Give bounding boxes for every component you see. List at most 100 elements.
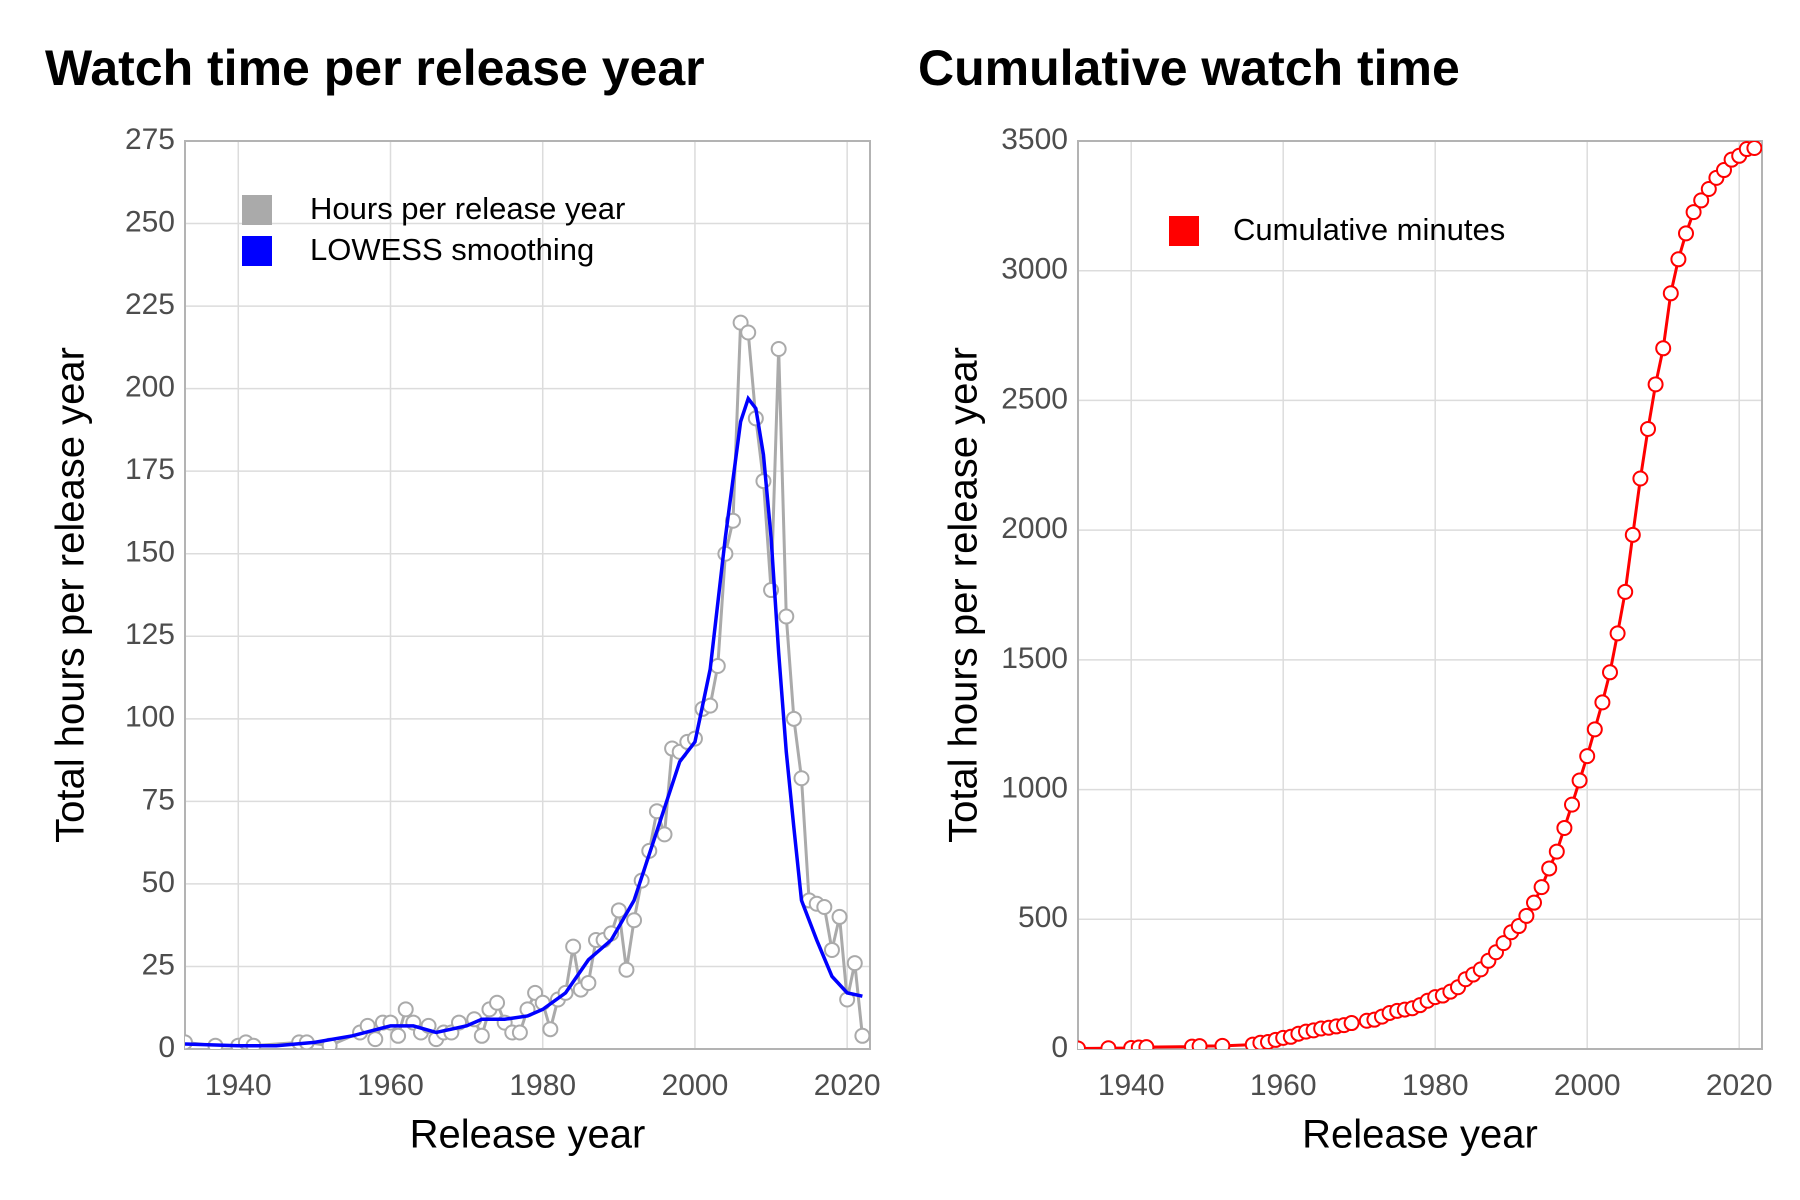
data-point xyxy=(770,341,787,358)
x-axis-label: Release year xyxy=(1302,1113,1538,1157)
legend-label: Cumulative minutes xyxy=(1233,212,1505,247)
legend-swatch xyxy=(242,195,272,225)
data-point xyxy=(755,473,772,490)
y-tick-label: 3000 xyxy=(1001,253,1068,286)
x-tick-label: 1960 xyxy=(1250,1069,1317,1102)
data-point xyxy=(1655,340,1672,357)
y-tick-label: 275 xyxy=(125,123,175,156)
data-point xyxy=(1602,664,1618,681)
y-tick-label: 75 xyxy=(142,783,175,816)
data-point xyxy=(390,1027,407,1044)
data-point xyxy=(1647,376,1664,393)
data-point xyxy=(709,657,726,674)
data-point xyxy=(1191,1038,1208,1049)
data-point xyxy=(740,324,757,341)
data-point xyxy=(626,912,643,929)
data-point xyxy=(511,1024,528,1041)
data-point xyxy=(367,1031,384,1048)
y-axis-label: Total hours per release year xyxy=(49,347,93,843)
y-tick-label: 125 xyxy=(125,618,175,651)
legend-swatch xyxy=(1169,216,1199,246)
x-tick-label: 2000 xyxy=(662,1069,729,1102)
data-point xyxy=(1571,772,1588,789)
data-point xyxy=(1526,894,1542,911)
data-point xyxy=(1716,162,1732,179)
data-point xyxy=(1541,860,1558,877)
y-tick-label: 100 xyxy=(125,701,175,734)
x-tick-label: 1960 xyxy=(357,1069,424,1102)
data-point xyxy=(793,770,810,787)
data-point xyxy=(1609,625,1626,642)
plot-layer xyxy=(185,314,870,1049)
data-point xyxy=(785,710,802,727)
x-axis-label: Release year xyxy=(410,1113,646,1157)
data-point xyxy=(1564,796,1580,813)
data-point xyxy=(1214,1037,1231,1049)
x-tick-label: 2000 xyxy=(1554,1069,1621,1102)
y-tick-label: 2500 xyxy=(1001,382,1068,415)
data-point xyxy=(1078,1040,1086,1049)
series-line xyxy=(185,394,863,1048)
data-point xyxy=(565,938,582,955)
legend-swatch xyxy=(242,236,272,266)
data-point xyxy=(618,961,635,978)
legend-label: Hours per release year xyxy=(310,191,625,226)
data-point xyxy=(1594,694,1611,711)
data-point xyxy=(1624,526,1641,543)
data-point xyxy=(1518,907,1535,924)
y-tick-label: 225 xyxy=(125,288,175,321)
chart-title: Watch time per release year xyxy=(45,40,705,96)
x-tick-label: 1980 xyxy=(509,1069,576,1102)
x-tick-label: 1980 xyxy=(1402,1069,1469,1102)
plot-frame xyxy=(184,140,871,1050)
data-point xyxy=(610,902,627,919)
data-point xyxy=(1670,251,1687,268)
data-point xyxy=(1343,1015,1360,1032)
data-point xyxy=(823,941,840,958)
y-tick-label: 0 xyxy=(1051,1031,1068,1064)
data-point xyxy=(580,974,597,991)
data-point xyxy=(778,608,795,625)
data-point xyxy=(1685,204,1702,221)
y-tick-label: 25 xyxy=(142,948,175,981)
y-tick-label: 2000 xyxy=(1001,512,1068,545)
data-point xyxy=(1746,141,1762,157)
data-point xyxy=(1617,583,1634,600)
data-point xyxy=(1138,1039,1155,1049)
data-point xyxy=(185,1034,193,1049)
data-point xyxy=(1640,420,1656,437)
data-point xyxy=(1700,180,1717,197)
data-point xyxy=(831,908,848,925)
data-point xyxy=(1548,843,1565,860)
data-point xyxy=(656,826,673,843)
data-point xyxy=(816,899,833,916)
x-tick-label: 2020 xyxy=(814,1069,881,1102)
data-point xyxy=(854,1027,870,1044)
legend-label: LOWESS smoothing xyxy=(310,232,594,267)
y-tick-label: 200 xyxy=(125,371,175,404)
data-point xyxy=(1556,819,1573,836)
y-tick-label: 500 xyxy=(1018,901,1068,934)
x-tick-label: 2020 xyxy=(1706,1069,1773,1102)
x-tick-label: 1940 xyxy=(205,1069,272,1102)
data-point xyxy=(1662,285,1679,302)
y-axis-label: Total hours per release year xyxy=(942,347,986,843)
series-line xyxy=(1078,146,1755,1049)
data-point xyxy=(1586,721,1603,738)
data-point xyxy=(1495,935,1512,952)
data-point xyxy=(542,1021,559,1038)
y-tick-label: 1000 xyxy=(1001,771,1068,804)
plot-layer xyxy=(1078,141,1762,1049)
plot-frame xyxy=(1077,140,1763,1050)
data-point xyxy=(1678,225,1694,242)
chart-title: Cumulative watch time xyxy=(918,40,1460,96)
data-point xyxy=(1632,470,1649,487)
y-tick-label: 150 xyxy=(125,536,175,569)
y-tick-label: 0 xyxy=(158,1031,175,1064)
data-point xyxy=(1533,879,1550,896)
data-point xyxy=(397,1001,414,1018)
data-point xyxy=(846,955,863,972)
y-tick-label: 3500 xyxy=(1001,123,1068,156)
y-tick-label: 50 xyxy=(142,866,175,899)
